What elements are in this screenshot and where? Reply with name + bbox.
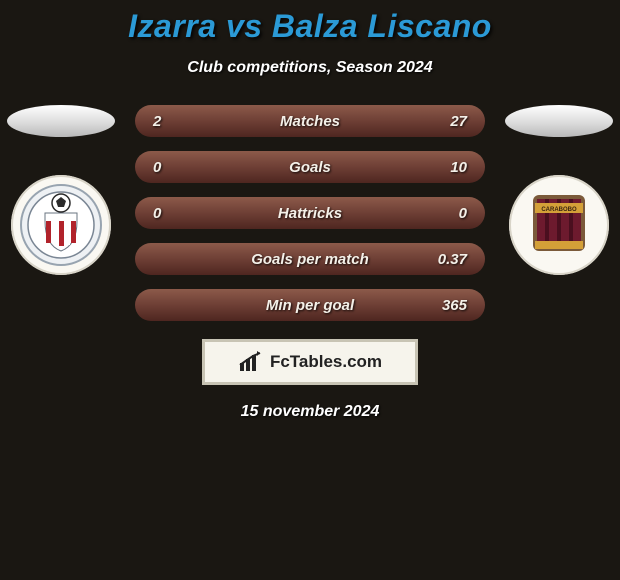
- left-column: [1, 105, 121, 275]
- main-row: 2 Matches 27 0 Goals 10 0 Hattricks 0 Go…: [0, 105, 620, 321]
- right-column: CARABOBO: [499, 105, 619, 275]
- stat-right-value: 27: [427, 113, 467, 130]
- stat-left-value: 0: [153, 205, 193, 222]
- shield-icon: CARABOBO: [517, 183, 601, 267]
- bar-chart-icon: [238, 351, 264, 373]
- svg-text:CARABOBO: CARABOBO: [541, 207, 577, 213]
- date-line: 15 november 2024: [0, 403, 620, 421]
- stat-right-value: 10: [427, 159, 467, 176]
- stat-right-value: 0.37: [427, 251, 467, 268]
- player-slot-right: [505, 105, 613, 137]
- club-crest-right: CARABOBO: [509, 175, 609, 275]
- subtitle: Club competitions, Season 2024: [0, 59, 620, 77]
- page-title: Izarra vs Balza Liscano: [0, 8, 620, 45]
- player-slot-left: [7, 105, 115, 137]
- stat-label: Goals per match: [193, 251, 427, 268]
- stat-row: 2 Matches 27: [135, 105, 485, 137]
- brand-text: FcTables.com: [270, 352, 382, 372]
- stat-left-value: 2: [153, 113, 193, 130]
- comparison-card: Izarra vs Balza Liscano Club competition…: [0, 0, 620, 421]
- stat-label: Goals: [193, 159, 427, 176]
- stat-row: 0 Hattricks 0: [135, 197, 485, 229]
- stat-label: Min per goal: [193, 297, 427, 314]
- stat-row: 0 Goals 10: [135, 151, 485, 183]
- stat-label: Hattricks: [193, 205, 427, 222]
- shield-icon: [19, 183, 103, 267]
- stat-right-value: 0: [427, 205, 467, 222]
- stat-right-value: 365: [427, 297, 467, 314]
- stat-label: Matches: [193, 113, 427, 130]
- stat-row: Goals per match 0.37: [135, 243, 485, 275]
- stats-list: 2 Matches 27 0 Goals 10 0 Hattricks 0 Go…: [135, 105, 485, 321]
- brand-badge: FcTables.com: [202, 339, 418, 385]
- club-crest-left: [11, 175, 111, 275]
- stat-left-value: 0: [153, 159, 193, 176]
- stat-row: Min per goal 365: [135, 289, 485, 321]
